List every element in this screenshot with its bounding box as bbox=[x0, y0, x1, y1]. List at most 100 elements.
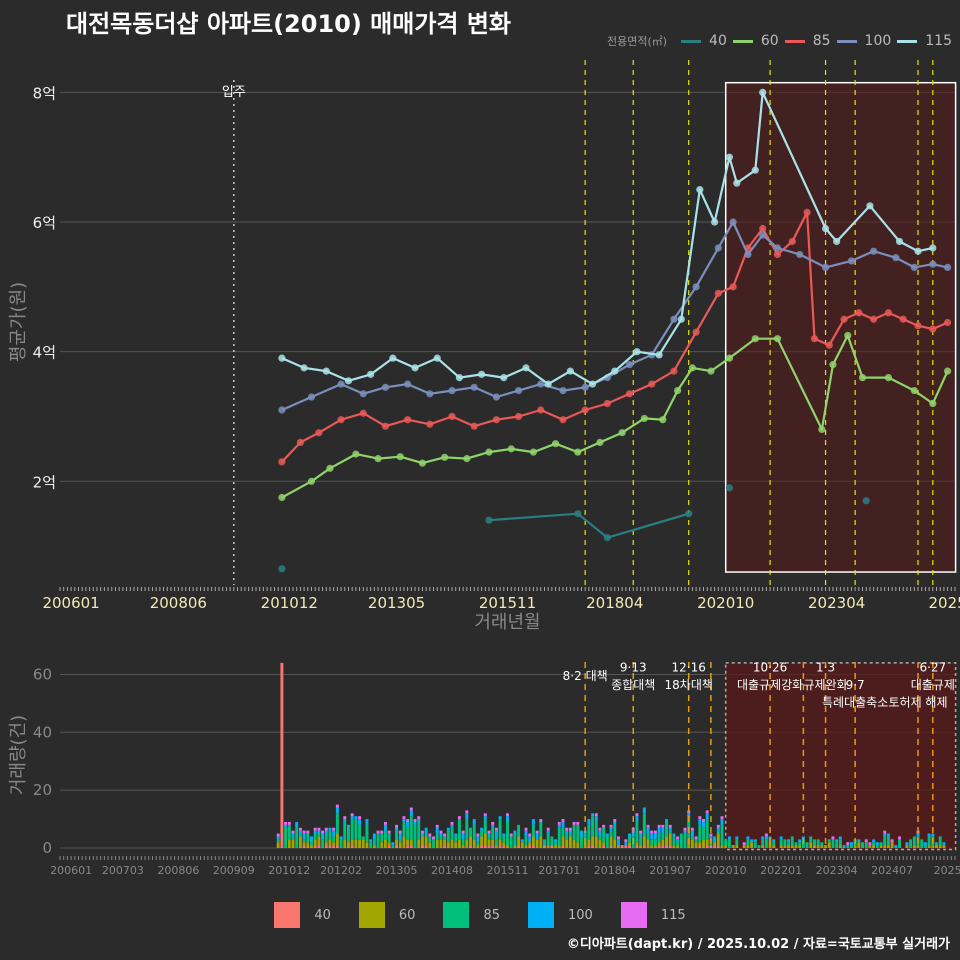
volume-bar bbox=[672, 833, 676, 837]
legend-label: 40 bbox=[314, 907, 331, 923]
volume-bar bbox=[472, 824, 476, 840]
volume-bar bbox=[513, 833, 517, 846]
volume-bar bbox=[720, 845, 724, 848]
volume-bar bbox=[420, 836, 424, 846]
volume-bar bbox=[931, 845, 935, 848]
volume-bar bbox=[435, 839, 439, 848]
volume-bar bbox=[668, 845, 672, 848]
data-point bbox=[788, 237, 796, 246]
volume-bar bbox=[395, 827, 399, 831]
volume-bar bbox=[276, 842, 280, 848]
data-point bbox=[847, 257, 856, 265]
volume-bar bbox=[579, 830, 583, 837]
y-tick-label: 2억 bbox=[33, 473, 56, 491]
volume-bar bbox=[727, 836, 731, 840]
volume-bar bbox=[702, 819, 705, 822]
volume-bar bbox=[435, 827, 439, 834]
volume-bar bbox=[731, 845, 735, 848]
volume-bar bbox=[324, 833, 328, 843]
volume-bar bbox=[335, 804, 339, 808]
volume-bar bbox=[872, 842, 876, 846]
data-point bbox=[725, 153, 734, 161]
volume-bar bbox=[642, 845, 646, 848]
volume-bar bbox=[450, 839, 454, 848]
volume-bar bbox=[358, 824, 362, 840]
volume-bar bbox=[321, 833, 325, 840]
volume-bar bbox=[528, 836, 532, 843]
volume-bar bbox=[298, 830, 302, 834]
volume-bar bbox=[465, 839, 469, 848]
volume-bar bbox=[761, 845, 765, 848]
volume-bar bbox=[657, 833, 661, 843]
volume-bar bbox=[502, 842, 506, 846]
volume-bar bbox=[886, 836, 890, 846]
volume-bar bbox=[535, 839, 539, 848]
volume-bar bbox=[639, 833, 643, 837]
data-point bbox=[603, 534, 611, 542]
data-point bbox=[522, 364, 530, 372]
data-point bbox=[611, 367, 619, 375]
volume-bar bbox=[317, 830, 321, 834]
volume-bar bbox=[395, 824, 399, 828]
volume-bar bbox=[298, 836, 302, 848]
volume-bar bbox=[631, 830, 635, 837]
volume-bar bbox=[406, 827, 410, 840]
volume-bar bbox=[820, 845, 824, 848]
volume-bar bbox=[942, 845, 946, 848]
data-point bbox=[929, 399, 937, 408]
data-point bbox=[566, 367, 574, 375]
volume-bar bbox=[587, 839, 591, 846]
volume-bar bbox=[339, 839, 343, 848]
volume-bar bbox=[465, 813, 469, 820]
data-point bbox=[688, 364, 697, 372]
volume-bar bbox=[461, 830, 465, 834]
volume-bar bbox=[713, 836, 717, 843]
volume-bar bbox=[494, 845, 498, 848]
volume-bar bbox=[469, 836, 472, 846]
data-point bbox=[463, 455, 471, 463]
data-point bbox=[574, 448, 582, 456]
volume-bar bbox=[432, 839, 436, 848]
data-point bbox=[492, 416, 501, 424]
policy-annotation: 12·16 bbox=[672, 661, 706, 675]
volume-bar bbox=[335, 845, 339, 848]
volume-bar bbox=[409, 807, 413, 811]
volume-bar bbox=[849, 842, 853, 846]
volume-bar bbox=[528, 845, 532, 848]
volume-bar bbox=[372, 839, 376, 846]
volume-bar bbox=[472, 819, 476, 825]
volume-bar bbox=[450, 821, 454, 825]
volume-bar bbox=[565, 833, 569, 840]
volume-bar bbox=[716, 845, 720, 848]
volume-bar bbox=[539, 819, 543, 822]
data-point bbox=[337, 380, 345, 388]
volume-bar bbox=[594, 813, 598, 817]
completion-label: 입주 bbox=[222, 85, 246, 100]
volume-bar bbox=[676, 836, 680, 840]
volume-bar bbox=[886, 845, 890, 848]
volume-bar bbox=[875, 845, 879, 848]
data-point bbox=[514, 412, 523, 421]
legend-swatch bbox=[836, 39, 857, 43]
volume-bar bbox=[591, 836, 595, 846]
volume-legend-item-115: 115 bbox=[620, 902, 686, 928]
volume-bar bbox=[557, 845, 561, 848]
policy-annotation: 대출규제 bbox=[911, 678, 955, 692]
y-tick-label: 40 bbox=[33, 723, 52, 741]
volume-bar bbox=[812, 839, 816, 846]
data-point bbox=[914, 322, 922, 330]
volume-bar bbox=[838, 836, 842, 840]
volume-bar bbox=[598, 839, 602, 848]
volume-bar bbox=[469, 827, 472, 837]
volume-bar bbox=[898, 836, 902, 840]
volume-bar bbox=[476, 842, 480, 846]
volume-bar bbox=[557, 821, 561, 825]
volume-bar bbox=[561, 827, 565, 837]
data-point bbox=[833, 237, 841, 246]
volume-bar bbox=[409, 845, 413, 848]
volume-bar bbox=[554, 839, 558, 843]
data-point bbox=[596, 438, 604, 447]
data-point bbox=[603, 399, 611, 408]
volume-bar bbox=[561, 819, 565, 822]
data-point bbox=[344, 377, 353, 385]
